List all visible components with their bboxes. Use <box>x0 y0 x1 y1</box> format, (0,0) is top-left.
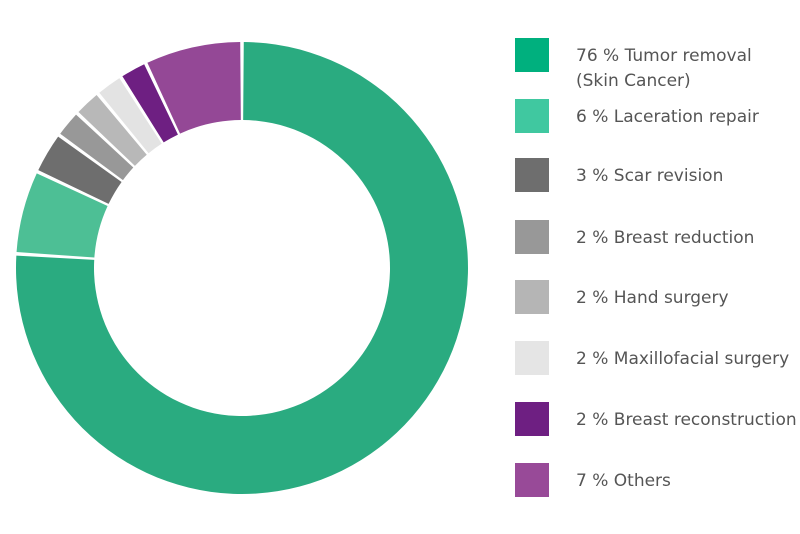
donut-slice <box>16 173 108 258</box>
legend-item-scar-revision: 3 % Scar revision <box>515 158 800 194</box>
legend-item-hand-surgery: 2 % Hand surgery <box>515 280 800 316</box>
legend-label: 76 % Tumor removal (Skin Cancer) <box>576 44 800 94</box>
donut-slice <box>38 136 122 204</box>
legend-item-breast-reduction: 2 % Breast reduction <box>515 220 800 256</box>
donut-slice <box>147 42 241 134</box>
legend-swatch <box>515 99 549 133</box>
legend-swatch <box>515 158 549 192</box>
legend-label: 2 % Hand surgery <box>576 288 729 308</box>
legend-item-breast-reconstruction: 2 % Breast reconstruction <box>515 402 800 438</box>
legend-swatch <box>515 463 549 497</box>
legend-swatch <box>515 341 549 375</box>
legend-item-laceration-repair: 6 % Laceration repair <box>515 99 800 135</box>
legend-label-line2: (Skin Cancer) <box>576 71 691 91</box>
legend-label: 6 % Laceration repair <box>576 107 759 127</box>
legend-item-tumor-removal: 76 % Tumor removal (Skin Cancer) <box>515 38 800 91</box>
legend-label: 2 % Breast reduction <box>576 228 755 248</box>
legend-swatch <box>515 38 549 72</box>
donut-slice <box>60 114 134 181</box>
donut-slice <box>78 95 147 166</box>
chart-legend: 76 % Tumor removal (Skin Cancer) 6 % Lac… <box>515 0 800 534</box>
donut-slice <box>16 42 469 494</box>
legend-label: 3 % Scar revision <box>576 166 724 186</box>
donut-chart <box>16 42 469 494</box>
legend-label: 2 % Breast reconstruction <box>576 410 797 430</box>
legend-label-line1: 76 % Tumor removal <box>576 46 752 66</box>
legend-label: 7 % Others <box>576 471 671 491</box>
donut-slice <box>99 78 162 154</box>
legend-swatch <box>515 220 549 254</box>
legend-item-maxillofacial-surgery: 2 % Maxillofacial surgery <box>515 341 800 377</box>
legend-item-others: 7 % Others <box>515 463 800 499</box>
legend-swatch <box>515 402 549 436</box>
donut-slice <box>122 64 178 143</box>
legend-swatch <box>515 280 549 314</box>
legend-label: 2 % Maxillofacial surgery <box>576 349 790 369</box>
